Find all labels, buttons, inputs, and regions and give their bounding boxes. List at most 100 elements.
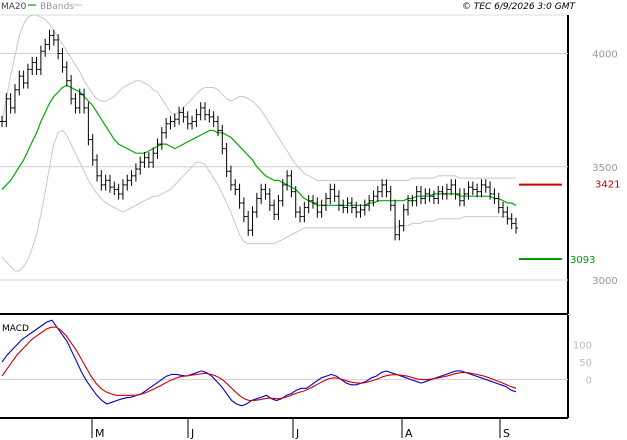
ohlc-bar <box>397 219 402 241</box>
ohlc-bar <box>406 195 411 216</box>
ohlc-bar <box>177 106 182 125</box>
ohlc-bar <box>73 93 78 114</box>
ohlc-bar <box>354 201 359 218</box>
ohlc-bar <box>12 84 17 114</box>
ohlc-bar <box>341 199 346 214</box>
ohlc-bar <box>285 170 290 191</box>
ohlc-bar <box>457 188 462 207</box>
ohlc-bar <box>306 195 311 214</box>
watermark: © TEC 6/9/2026 3:0 GMT <box>462 2 577 12</box>
price-axis-ticks: 3000 3500 4000 <box>592 50 617 288</box>
macd-series-signal <box>1 326 517 402</box>
ohlc-bar <box>116 183 121 200</box>
ohlc-bar <box>151 147 156 168</box>
ohlc-bar <box>211 111 216 128</box>
ohlc-bar <box>246 210 251 236</box>
ohlc-bar <box>427 188 432 202</box>
ohlc-bar <box>401 204 406 232</box>
macd-series-macd <box>1 319 517 407</box>
ohlc-bar <box>190 115 195 130</box>
price-levels: 3421 3093 <box>519 180 620 266</box>
ohlc-bar <box>293 186 298 218</box>
ohlc-bar <box>388 186 393 211</box>
macd-tick-label: 100 <box>573 341 592 352</box>
ohlc-bar <box>64 61 69 87</box>
ohlc-bar <box>349 197 354 214</box>
ohlc-bar <box>323 192 328 211</box>
ohlc-bar <box>185 111 190 130</box>
price-panel: 3421 3093 3000 3500 4000 <box>0 14 620 315</box>
bband-upper <box>1 14 516 181</box>
ohlc-bar <box>224 142 229 177</box>
macd-title: MACD <box>2 324 29 334</box>
bband-lower <box>1 129 516 272</box>
ohlc-bar <box>371 190 376 207</box>
ohlc-bar <box>95 154 100 182</box>
ohlc-bar <box>56 34 61 60</box>
ohlc-bar <box>254 192 259 218</box>
ohlc-bar <box>509 213 514 230</box>
macd-lines <box>1 319 517 407</box>
ohlc-bar <box>514 217 518 234</box>
ohlc-bar <box>488 181 493 200</box>
ohlc-bar <box>220 124 225 155</box>
legend-bbands-label: BBands <box>40 2 74 12</box>
ohlc-bar <box>17 70 22 96</box>
ohlc-bar <box>34 56 39 76</box>
ohlc-bar <box>43 38 48 57</box>
ohlc-bar <box>38 45 43 76</box>
ohlc-bar <box>168 115 173 130</box>
ohlc-bar <box>203 102 208 121</box>
ohlc-bar <box>384 179 389 198</box>
ohlc-bar <box>181 106 186 123</box>
ohlc-bar <box>90 133 95 166</box>
ohlc-bar <box>423 188 428 205</box>
ohlc-bar <box>319 199 324 218</box>
ohlc-bar <box>233 179 238 196</box>
ohlc-bar <box>215 115 220 137</box>
ohlc-bar <box>21 70 26 89</box>
ohlc-bar <box>77 88 82 114</box>
ohlc-bar <box>358 204 363 218</box>
ohlc-bar <box>4 93 9 128</box>
ohlc-bar <box>60 47 65 73</box>
ohlc-bar <box>466 181 471 200</box>
legend: MA20 BBands © TEC 6/9/2026 3:0 GMT <box>1 2 576 12</box>
price-grid <box>0 53 568 281</box>
ohlc-bar <box>107 174 112 193</box>
x-tick-label: S <box>503 427 510 440</box>
ohlc-bar <box>315 197 320 218</box>
ohlc-bar <box>138 156 143 175</box>
ohlc-bar <box>393 199 398 241</box>
ohlc-bar <box>8 93 13 114</box>
price-tick-label: 3500 <box>592 163 617 174</box>
ohlc-bar <box>505 206 510 225</box>
ohlc-bars <box>0 29 518 241</box>
ohlc-bar <box>69 75 74 105</box>
ohlc-bar <box>164 118 169 139</box>
ohlc-bar <box>436 186 441 205</box>
ohlc-bar <box>302 201 307 223</box>
ohlc-bar <box>336 190 341 211</box>
ohlc-bar <box>0 115 4 128</box>
ohlc-bar <box>194 109 199 128</box>
ohlc-bar <box>414 186 419 207</box>
bollinger-bands <box>1 14 516 272</box>
ohlc-bar <box>146 152 151 168</box>
ohlc-bar <box>142 152 147 168</box>
ohlc-bar <box>267 188 272 211</box>
ohlc-bar <box>30 56 35 76</box>
ohlc-bar <box>112 181 117 196</box>
ohlc-bar <box>237 183 242 209</box>
ohlc-bar <box>462 188 467 207</box>
ohlc-bar <box>380 179 385 198</box>
ohlc-bar <box>496 192 501 214</box>
ohlc-bar <box>280 179 285 207</box>
ohlc-bar <box>289 170 294 198</box>
ohlc-bar <box>449 179 454 196</box>
ohlc-bar <box>479 179 484 198</box>
level-label: 3093 <box>570 255 595 266</box>
